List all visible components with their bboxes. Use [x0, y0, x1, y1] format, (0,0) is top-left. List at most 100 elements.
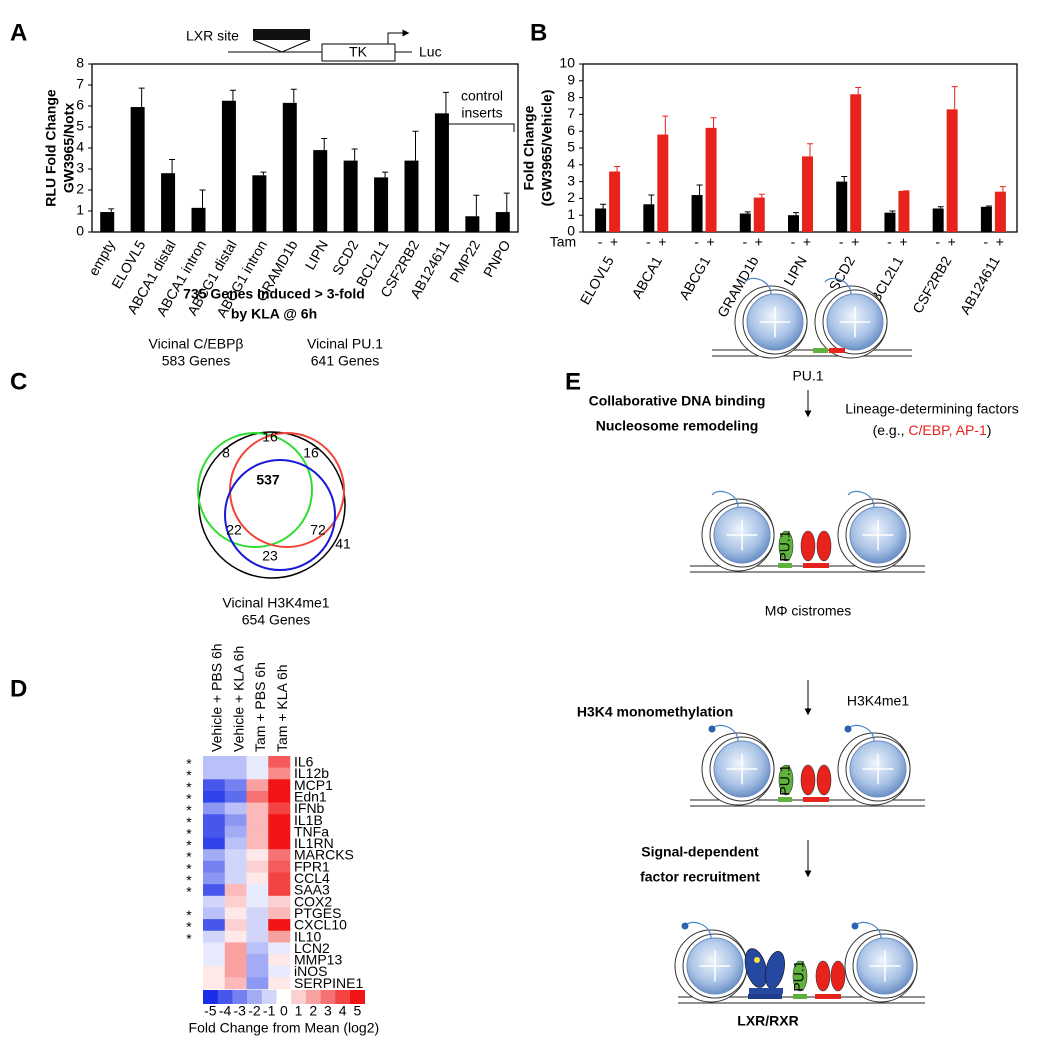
colorbar-cell	[247, 990, 263, 1004]
y-tick-label: 6	[567, 122, 575, 138]
tk-box	[321, 43, 396, 62]
y-tick-label: 7	[567, 105, 575, 121]
ap1-factor	[800, 530, 816, 562]
ap1-factor	[800, 764, 816, 796]
heat-cell	[224, 965, 247, 978]
x-tick-label: LIPN	[780, 253, 809, 288]
heat-cell	[203, 954, 226, 966]
heat-cell	[224, 942, 247, 955]
lxr	[744, 948, 768, 988]
row-label: FPR1	[294, 858, 330, 874]
heat-cell	[246, 849, 269, 862]
set-name: Vicinal H3K4me1	[222, 595, 329, 611]
series-label: +	[658, 234, 666, 250]
heat-cell	[268, 977, 291, 990]
significance-marker: *	[186, 802, 192, 818]
ap1-factor	[816, 764, 832, 796]
heat-cell	[268, 954, 291, 966]
row-label: CCL4	[294, 870, 330, 886]
heat-cell	[268, 884, 291, 897]
heat-cell	[224, 860, 247, 873]
series-label: -	[791, 234, 796, 250]
bar	[465, 216, 480, 232]
heat-cell	[203, 802, 226, 815]
step-label: factor recruitment	[640, 869, 760, 885]
x-tick-label: ABCG1	[676, 253, 714, 302]
heat-cell	[224, 884, 247, 897]
error-bar	[351, 148, 358, 161]
mark-label: H3K4me1	[847, 693, 909, 709]
heat-cell	[268, 919, 291, 932]
heat-cell	[268, 756, 291, 768]
error-bar	[855, 87, 862, 95]
row-label: SERPINE1	[294, 975, 363, 991]
set-circle	[224, 459, 336, 571]
error-bar	[985, 205, 992, 207]
schematic-promoter: TK	[349, 44, 368, 60]
histone-cross	[862, 519, 894, 551]
methyl-mark	[708, 725, 716, 733]
heat-cell	[246, 942, 269, 955]
ap1-factor	[816, 530, 832, 562]
heat-cell	[224, 779, 247, 792]
bar	[946, 109, 958, 232]
colorbar-cell	[320, 990, 336, 1004]
y-axis-label: Fold Change	[521, 105, 537, 190]
site-green	[778, 797, 792, 802]
panel-letter: B	[530, 19, 547, 46]
panel-letter: E	[565, 368, 581, 395]
row-label: Edn1	[294, 788, 327, 804]
error-bar	[442, 91, 449, 114]
x-tick-label: ELOVL5	[577, 253, 617, 307]
x-tick-label: empty	[85, 237, 118, 278]
set-name: Vicinal PU.1	[307, 336, 383, 352]
bar	[374, 177, 389, 232]
heat-cell	[224, 802, 247, 815]
error-bar	[758, 193, 765, 198]
rxr	[765, 951, 785, 989]
heat-cell	[203, 790, 226, 803]
bar	[100, 212, 115, 232]
heat-cell	[268, 942, 291, 955]
y-axis-label: GW3965/Notx	[61, 103, 77, 193]
panel-letter: A	[10, 19, 27, 46]
stage-label: PU.1	[792, 368, 823, 384]
set-circle	[229, 432, 345, 548]
heat-cell	[268, 849, 291, 862]
heat-cell	[203, 756, 226, 768]
error-bar	[951, 86, 958, 110]
significance-marker: *	[186, 767, 192, 783]
error-bar	[696, 184, 703, 196]
heat-cell	[224, 907, 247, 920]
step-label: Signal-dependent	[641, 844, 759, 860]
y-tick-label: 3	[76, 160, 84, 176]
heat-cell	[246, 919, 269, 932]
colorbar-cell	[261, 990, 277, 1004]
heat-cell	[203, 779, 226, 792]
bar	[252, 175, 267, 232]
colorbar-tick-label: -4	[219, 1003, 232, 1019]
factor-label: PU.1	[777, 764, 793, 795]
bar	[994, 191, 1006, 232]
colorbar-cell	[291, 990, 307, 1004]
bar	[404, 160, 419, 232]
colorbar-tick-label: 5	[353, 1003, 361, 1019]
series-label: +	[899, 234, 907, 250]
error-bar	[999, 186, 1006, 192]
histone-cross	[869, 950, 901, 982]
bar	[161, 173, 176, 232]
bar	[932, 208, 944, 232]
row-label: IL1RN	[294, 835, 334, 851]
bar	[657, 134, 669, 232]
lxr-site	[253, 29, 310, 40]
heat-cell	[246, 814, 269, 827]
heat-cell	[246, 779, 269, 792]
site-red	[829, 348, 845, 353]
bar	[739, 213, 751, 232]
bar	[884, 212, 896, 232]
error-bar	[138, 87, 145, 108]
colorbar-tick-label: -2	[248, 1003, 261, 1019]
pu1-factor	[792, 960, 808, 992]
step-label: Collaborative DNA binding	[589, 393, 766, 409]
